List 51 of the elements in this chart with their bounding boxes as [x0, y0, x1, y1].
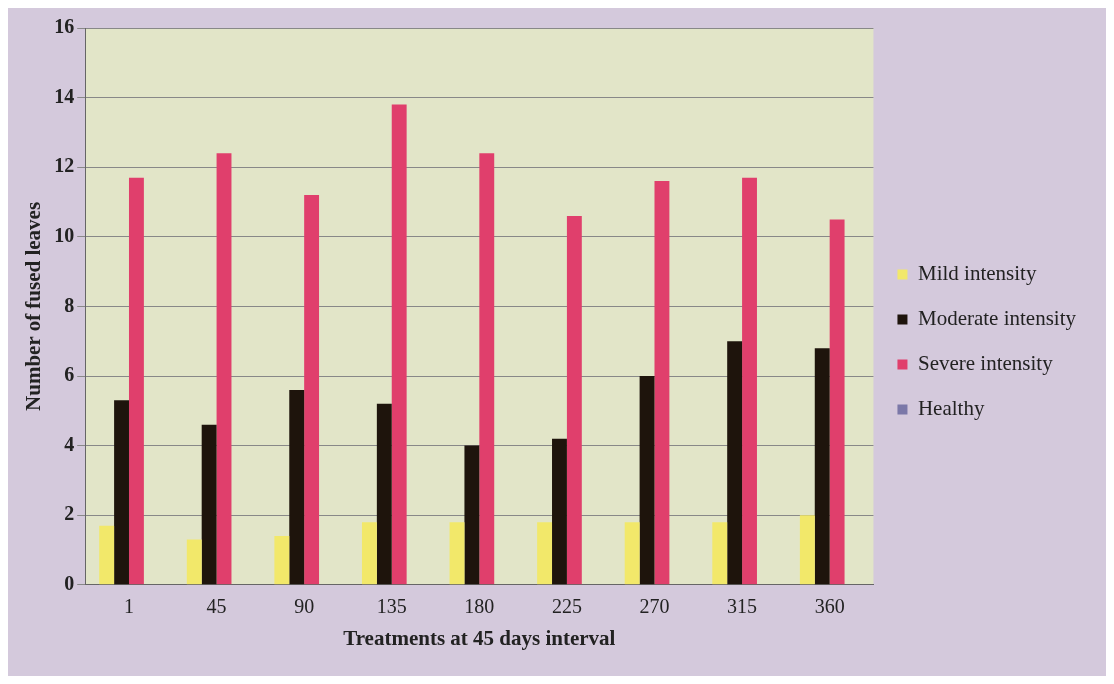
- bar: [304, 195, 320, 585]
- legend-label: Moderate intensity: [917, 306, 1077, 331]
- bar: [814, 348, 830, 585]
- bar: [201, 424, 217, 585]
- bar: [727, 341, 743, 585]
- bar: [537, 522, 553, 585]
- x-tick-label: 225: [551, 595, 582, 618]
- y-tick-label: 6: [64, 363, 75, 386]
- bar: [274, 536, 290, 585]
- x-tick-label: 180: [464, 595, 495, 618]
- x-tick-label: 270: [639, 595, 670, 618]
- x-tick-label: 90: [294, 595, 315, 618]
- bar: [464, 445, 480, 585]
- bar: [654, 181, 670, 585]
- y-tick-label: 2: [64, 502, 75, 525]
- y-tick-label: 14: [54, 84, 75, 107]
- bar: [829, 219, 845, 585]
- legend-label: Severe intensity: [917, 351, 1054, 376]
- bar: [639, 376, 655, 585]
- legend-label: Mild intensity: [917, 261, 1037, 286]
- x-tick-label: 1: [123, 595, 134, 618]
- bar: [566, 215, 582, 585]
- bar: [289, 389, 305, 585]
- y-tick-label: 10: [54, 223, 75, 246]
- legend-label: Healthy: [917, 396, 985, 421]
- bar: [99, 525, 115, 585]
- y-tick-label: 12: [54, 154, 75, 177]
- bar: [799, 515, 815, 585]
- bar: [186, 539, 202, 585]
- x-tick-label: 45: [206, 595, 227, 618]
- bar: [552, 438, 567, 585]
- bar: [712, 522, 728, 585]
- bar: [361, 522, 377, 585]
- y-tick-label: 0: [64, 571, 75, 594]
- y-tick-label: 16: [54, 15, 75, 38]
- bar: [376, 403, 392, 585]
- x-tick-label: 135: [376, 595, 407, 618]
- bar: [391, 104, 407, 585]
- bar: [216, 153, 232, 585]
- bar: [479, 153, 495, 585]
- x-axis-title: Treatments at 45 days interval: [343, 625, 616, 650]
- x-tick-label: 360: [814, 595, 845, 618]
- bar: [742, 177, 757, 585]
- bar: [114, 400, 129, 585]
- bar: [624, 522, 640, 585]
- y-tick-label: 8: [64, 293, 75, 316]
- bar: [128, 177, 144, 585]
- bar: [449, 522, 465, 585]
- x-tick-label: 315: [727, 595, 758, 618]
- y-tick-label: 4: [64, 432, 75, 455]
- y-axis-title: Number of fused leaves: [21, 201, 46, 411]
